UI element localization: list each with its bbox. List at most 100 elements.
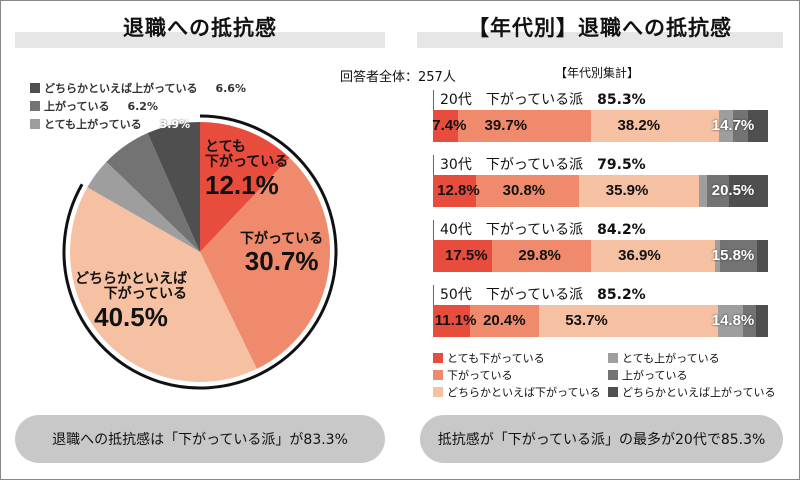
slice-label-line2: 下がっている [103, 286, 187, 303]
slice-value: 40.5% [94, 301, 168, 332]
age-group: 40代 [440, 222, 472, 238]
group-label: 下がっている派 [485, 157, 584, 173]
group-label: 下がっている派 [485, 92, 584, 108]
bar-segment [743, 305, 756, 337]
legend-label: 上がっている [622, 369, 688, 382]
group-total: 79.5% [597, 157, 646, 173]
bar-up-total-label: 15.8% [711, 247, 755, 264]
bar-value-label: 30.8% [502, 182, 546, 199]
bar-value-label: 20.4% [483, 312, 526, 329]
bar-segment [733, 110, 749, 142]
right-summary: 抵抗感が「下がっている派」の最多が20代で85.3% [420, 415, 783, 463]
pie-label-very-down: とても 下がっている 12.1% [205, 139, 288, 200]
pie-slice-down [200, 157, 330, 369]
bar-up-total-label: 14.7% [711, 117, 755, 134]
bar-value-label: 17.5% [445, 247, 488, 264]
bar-row-label: 40代 下がっている派 84.2% [433, 220, 646, 240]
bar-value-label: 29.8% [518, 247, 561, 264]
bar-value-label: 53.7% [565, 312, 608, 329]
title-underline [417, 32, 783, 48]
bar-legend-down: 下がっている [433, 367, 512, 383]
bar-value-label: 11.1% [434, 312, 477, 329]
legend-swatch [30, 83, 40, 93]
bar-segment [491, 240, 592, 272]
legend-swatch [608, 387, 618, 397]
left-summary: 退職への抵抗感は「下がっている派」が83.3% [15, 415, 385, 463]
bar-segment [748, 110, 768, 142]
legend-label: とても下がっている [447, 352, 545, 365]
bar-up-total-label: 20.5% [711, 182, 755, 199]
group-total: 84.2% [597, 222, 646, 238]
group-label: 下がっている派 [485, 287, 584, 303]
legend-swatch [608, 370, 618, 380]
bar-segment [729, 175, 768, 207]
pie-legend-somewhat-up: どちらかといえば上がっている 6.6% [30, 80, 246, 96]
right-subtitle: 【年代別集計】 [555, 66, 640, 80]
bar-legend-somewhat-down: どちらかといえば下がっている [433, 384, 600, 400]
bar-value-label: 12.8% [437, 182, 480, 199]
stacked-bar [433, 305, 768, 337]
bar-segment [433, 110, 458, 142]
legend-label: どちらかといえば上がっている [44, 82, 198, 95]
respondent-count: 回答者全体：257人 [340, 70, 456, 85]
legend-swatch [433, 387, 443, 397]
pie-slice-somewhat-down [70, 187, 257, 382]
pie-legend-very-up: とても上がっている 3.9% [30, 116, 190, 132]
age-group: 30代 [440, 157, 472, 173]
legend-swatch [30, 119, 40, 129]
legend-label: とても上がっている [44, 118, 142, 131]
bar-segment [756, 240, 768, 272]
down-group-arc [62, 114, 338, 390]
pie-legend-up: 上がっている 6.2% [30, 98, 158, 114]
bar-segment [590, 110, 719, 142]
bar-segment [707, 175, 730, 207]
legend-swatch [433, 370, 443, 380]
bar-legend-up: 上がっている [608, 367, 687, 383]
slice-label-line1: どちらかといえば [75, 271, 187, 287]
pie-label-somewhat-down: どちらかといえば 下がっている 40.5% [75, 271, 187, 332]
bar-segment [755, 305, 768, 337]
slice-value: 12.1% [205, 169, 279, 200]
bar-segment [718, 305, 744, 337]
bar-segment [475, 175, 580, 207]
slice-label: 下がっている [240, 231, 324, 247]
pie-chart [62, 114, 338, 390]
pie-slice-very-down [200, 122, 290, 252]
bar-legend-somewhat-up: どちらかといえば上がっている [608, 384, 775, 400]
bar-segment [591, 240, 716, 272]
bar-value-label: 7.4% [432, 117, 467, 134]
bar-value-label: 39.7% [484, 117, 528, 134]
age-group: 20代 [440, 92, 472, 108]
pie-slice-very-up [87, 161, 200, 252]
bar-legend-very-up: とても上がっている [608, 350, 720, 366]
bar-segment [433, 240, 492, 272]
bar-row-label: 50代 下がっている派 85.2% [433, 285, 646, 305]
stacked-bar [433, 110, 768, 142]
pie-slice-up [106, 133, 200, 252]
bar-segment [433, 305, 471, 337]
legend-label: 上がっている [44, 100, 110, 113]
stacked-bar [433, 240, 768, 272]
bar-value-label: 36.9% [618, 247, 661, 264]
bar-legend-very-down: とても下がっている [433, 350, 545, 366]
pie-label-down: 下がっている 30.7% [240, 231, 324, 277]
bar-row-label: 20代 下がっている派 85.3% [433, 90, 646, 110]
group-label: 下がっている派 [485, 222, 584, 238]
slice-value: 30.7% [244, 246, 319, 277]
legend-label: とても上がっている [622, 352, 720, 365]
legend-swatch [30, 101, 40, 111]
right-title: 【年代別】退職への抵抗感 [468, 16, 732, 40]
legend-value: 3.9% [159, 117, 191, 131]
legend-swatch [608, 353, 618, 363]
legend-value: 6.6% [215, 81, 246, 95]
bar-segment [579, 175, 700, 207]
title-underline [15, 32, 385, 48]
bar-segment [718, 110, 734, 142]
stacked-bar [433, 175, 768, 207]
slice-label-line1: とても [205, 139, 246, 155]
legend-label: どちらかといえば上がっている [622, 386, 776, 399]
legend-swatch [433, 353, 443, 363]
bar-segment [457, 110, 591, 142]
bar-value-label: 38.2% [617, 117, 661, 134]
bar-segment [715, 240, 721, 272]
